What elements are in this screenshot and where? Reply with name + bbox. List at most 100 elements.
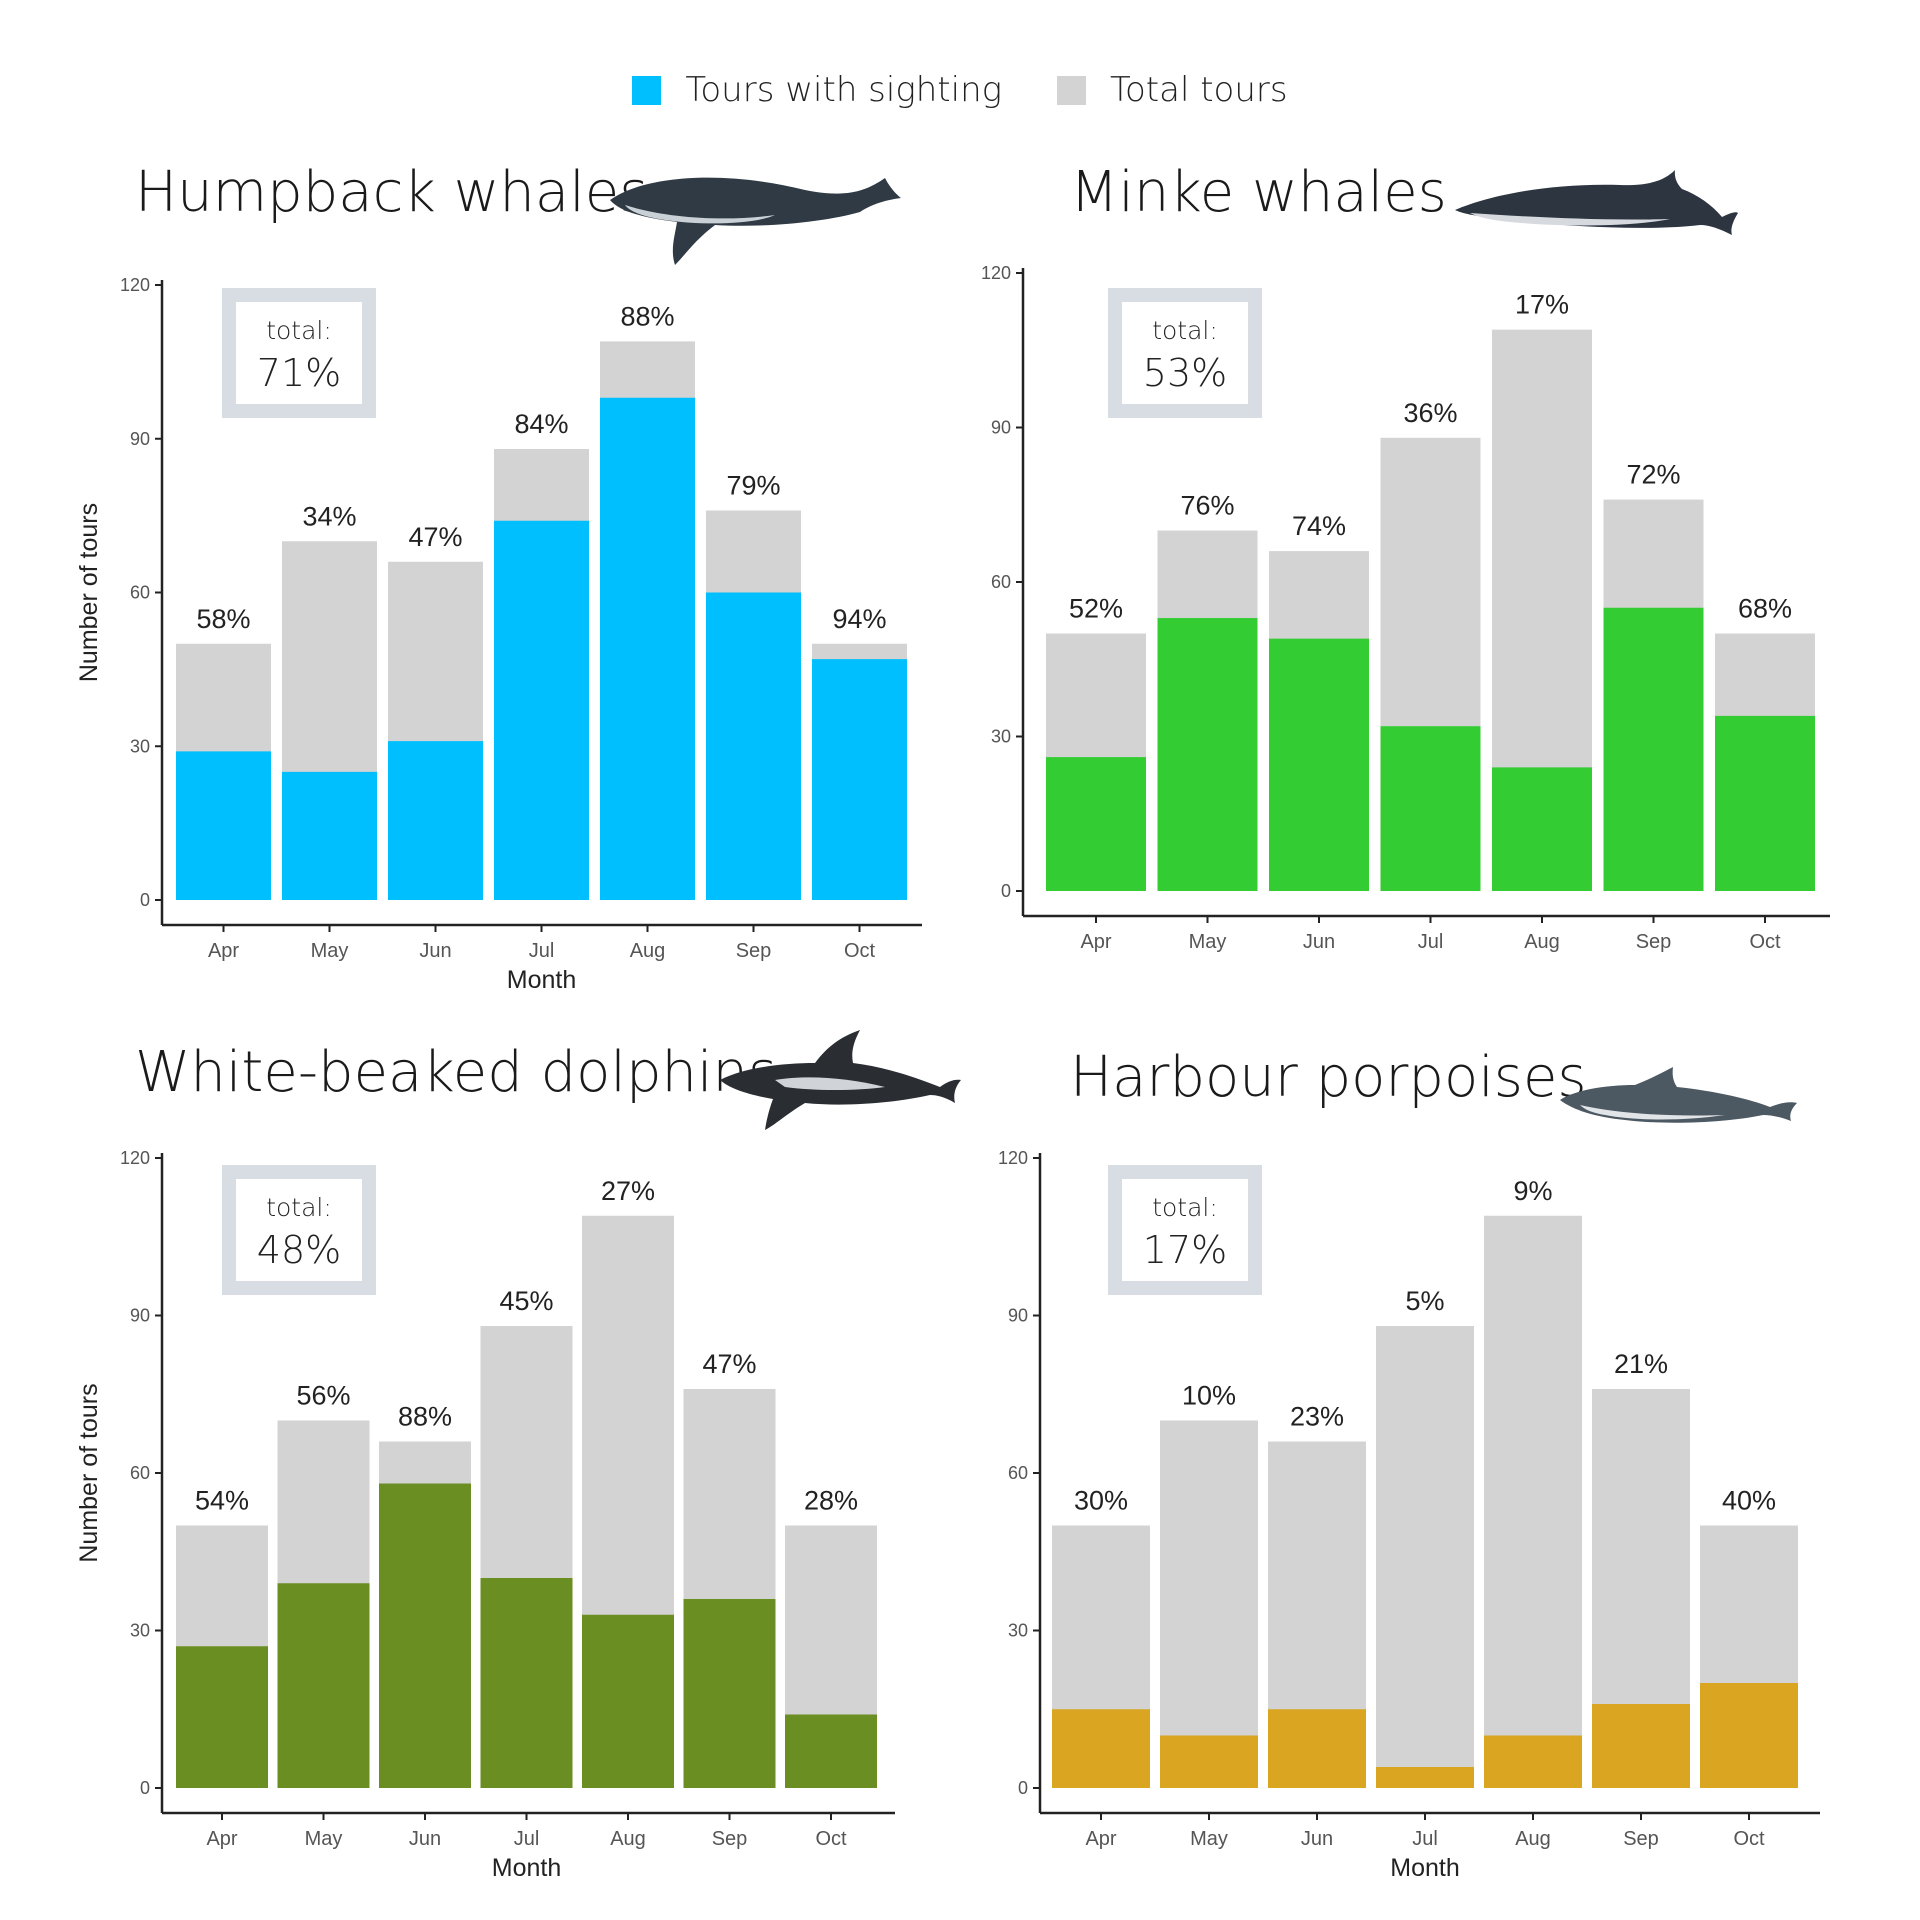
bar-sighting [683,1599,776,1788]
data-label: 5% [1405,1286,1444,1316]
y-tick-label: 30 [130,1621,150,1641]
data-label: 21% [1614,1349,1668,1379]
bar-sighting [1046,757,1146,891]
x-tick-label: Oct [844,940,876,962]
x-tick-label: Aug [610,1828,646,1850]
data-label: 45% [499,1286,553,1316]
data-label: 10% [1182,1381,1236,1411]
x-tick-label: Apr [1085,1828,1116,1850]
y-tick-label: 120 [120,1148,150,1168]
x-tick-label: Apr [1080,931,1111,953]
bar-sighting [706,592,801,900]
x-tick-label: May [1190,1828,1228,1850]
bar-sighting [1376,1767,1474,1788]
bar-chart-dolphins: 0 30 60 90 120 54% Apr 56% May 88% Jun 45% Jul 27% Aug… [75,1148,895,1882]
total-value: 48% [256,1228,342,1272]
chart-panel-dolphins: White-beaked dolphins total: 48% 0 30 60 90… [0,1030,961,1900]
total-value: 17% [1142,1228,1228,1272]
total-label: total: [266,316,332,345]
data-label: 9% [1513,1176,1552,1206]
data-label: 28% [804,1486,858,1516]
data-label: 56% [296,1381,350,1411]
y-tick-label: 30 [1008,1621,1028,1641]
bar-sighting [600,397,695,900]
x-tick-label: Aug [1515,1828,1551,1850]
bar-chart-porpoises: 0 30 60 90 120 30% Apr 10% May 23% Jun 5% Jul 9% Aug 21… [998,1148,1820,1882]
y-tick-label: 90 [130,1306,150,1326]
x-tick-label: Aug [1524,931,1560,953]
y-tick-label: 90 [1008,1306,1028,1326]
bar-sighting [277,1583,370,1788]
y-tick-label: 120 [998,1148,1028,1168]
chart-panel-minke: Minke whales total: 53% 0 30 60 90 120 52% Apr… [960,160,1920,1020]
bar-chart-humpback: 0 30 60 90 120 58% Apr 34% May 47% Jun 84% Jul 88% Aug… [75,275,922,994]
bar-sighting [1484,1735,1582,1788]
y-tick-label: 60 [1008,1463,1028,1483]
bar-sighting [1715,715,1815,891]
data-label: 47% [702,1349,756,1379]
total-box: total: 48% [222,1165,376,1295]
x-tick-label: Sep [712,1828,748,1850]
x-tick-label: Aug [630,940,666,962]
panel-title: White-beaked dolphins [135,1040,778,1105]
total-label: total: [1152,316,1218,345]
data-label: 27% [601,1176,655,1206]
y-tick-label: 0 [1001,881,1011,901]
bar-sighting [1269,638,1369,891]
panel-title: Harbour porpoises [1070,1045,1587,1110]
data-label: 17% [1515,290,1569,320]
legend: Tours with sighting Total tours [0,70,1920,110]
bar-total [1484,1215,1582,1788]
bar-sighting [1268,1709,1366,1788]
total-label: total: [266,1193,332,1222]
x-tick-label: Apr [206,1828,237,1850]
data-label: 74% [1292,511,1346,541]
bar-sighting [282,771,377,900]
x-tick-label: Jun [1301,1828,1333,1850]
y-tick-label: 0 [1018,1778,1028,1798]
bar-sighting [176,751,271,900]
x-axis-title: Month [507,966,576,994]
bar-sighting [379,1483,471,1788]
y-tick-label: 60 [130,583,150,603]
x-tick-label: May [1189,931,1227,953]
x-tick-label: Jun [409,1828,441,1850]
legend-swatch-total [1057,75,1087,105]
bar-sighting [1700,1683,1798,1788]
data-label: 79% [726,471,780,501]
bar-sighting [1160,1735,1258,1788]
data-label: 94% [832,604,886,634]
legend-label-total: Total tours [1110,70,1288,110]
y-tick-label: 90 [130,429,150,449]
bar-sighting [388,741,483,900]
bar-sighting [1592,1704,1690,1788]
bar-sighting [480,1578,573,1788]
y-tick-label: 0 [140,1778,150,1798]
total-value: 53% [1142,351,1228,395]
data-label: 40% [1722,1486,1776,1516]
data-label: 23% [1290,1402,1344,1432]
bar-sighting [494,520,589,900]
y-tick-label: 120 [981,263,1011,283]
y-tick-label: 120 [120,275,150,295]
x-tick-label: Sep [736,940,772,962]
bar-sighting [812,659,907,900]
x-tick-label: Sep [1623,1828,1659,1850]
total-box: total: 17% [1108,1165,1262,1295]
y-tick-label: 0 [140,890,150,910]
bar-total [1376,1326,1474,1788]
legend-swatch-sighting [632,75,662,105]
bar-chart-minke: 0 30 60 90 120 52% Apr 76% May 74% Jun 36% Jul 17% Aug… [981,263,1830,953]
bar-sighting [582,1614,674,1788]
data-label: 30% [1074,1486,1128,1516]
y-tick-label: 60 [991,572,1011,592]
data-label: 52% [1069,594,1123,624]
data-label: 76% [1180,491,1234,521]
data-label: 88% [620,301,674,331]
y-axis-title: Number of tours [75,503,103,682]
data-label: 88% [398,1402,452,1432]
humpback-whale-icon [610,177,901,265]
legend-item-sighting: Tours with sighting [632,70,1002,110]
y-axis-title: Number of tours [75,1383,103,1562]
data-label: 68% [1738,594,1792,624]
